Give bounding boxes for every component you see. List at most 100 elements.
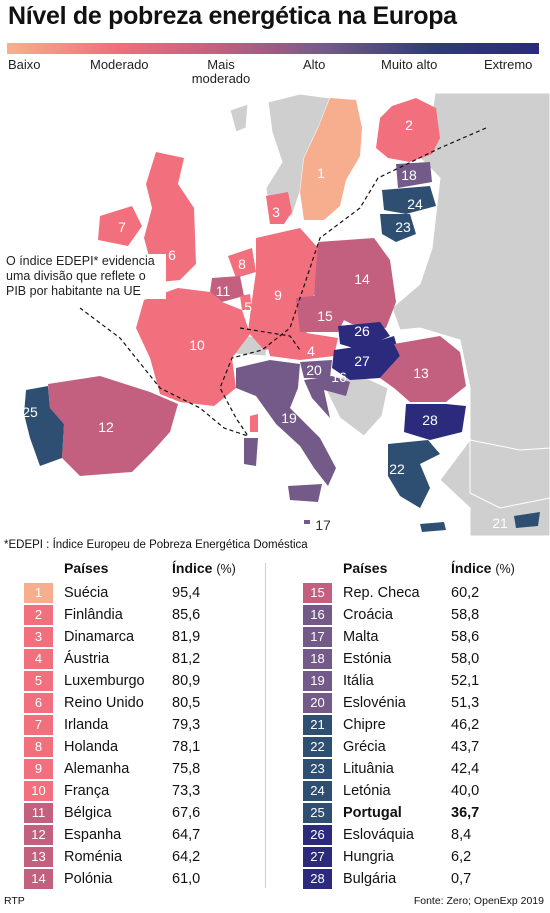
index-value: 75,8 — [172, 761, 201, 777]
map-label-15: 15 — [317, 308, 333, 324]
region-italy — [236, 360, 336, 486]
table-row: 16 Croácia 58,8 — [303, 605, 550, 626]
rank-badge: 4 — [24, 649, 53, 669]
table-row: 6 Reino Unido 80,5 — [24, 693, 274, 714]
map-label-10: 10 — [189, 337, 205, 353]
country-name: Suécia — [64, 585, 109, 601]
country-name: Finlândia — [64, 607, 123, 623]
table-divider — [265, 563, 266, 888]
divide-line-2 — [239, 327, 301, 351]
index-value: 95,4 — [172, 585, 201, 601]
region-austria — [266, 332, 338, 360]
index-value: 6,2 — [451, 849, 472, 865]
table-row: 3 Dinamarca 81,9 — [24, 627, 274, 648]
region-slovenia — [300, 360, 332, 378]
country-name: Croácia — [343, 607, 393, 623]
rank-badge: 26 — [303, 825, 332, 845]
region-bulgaria — [404, 404, 466, 440]
region-luxembourg — [240, 294, 252, 310]
table-row: 7 Irlanda 79,3 — [24, 715, 274, 736]
map-label-14: 14 — [354, 271, 370, 287]
index-value: 61,0 — [172, 871, 201, 887]
region-estonia — [396, 162, 432, 188]
country-name: Roménia — [64, 849, 123, 865]
region-malta — [304, 520, 310, 524]
country-name: Áustria — [64, 651, 110, 667]
map-label-1: 1 — [317, 165, 325, 181]
country-name: Lituânia — [343, 761, 394, 777]
map-label-16: 16 — [331, 369, 347, 385]
non-eu-land — [229, 92, 550, 536]
map-label-27: 27 — [354, 353, 370, 369]
index-value: 60,2 — [451, 585, 480, 601]
table-row: 9 Alemanha 75,8 — [24, 759, 274, 780]
rank-badge: 21 — [303, 715, 332, 735]
table-row: 5 Luxemburgo 80,9 — [24, 671, 274, 692]
map-label-21: 21 — [492, 515, 508, 531]
region-lithuania — [380, 214, 416, 242]
rank-badge: 11 — [24, 803, 53, 823]
table-row: 19 Itália 52,1 — [303, 671, 550, 692]
region-romania — [380, 336, 466, 402]
index-value: 52,1 — [451, 673, 480, 689]
header-index: Índice (%) — [172, 560, 236, 576]
country-name: França — [64, 783, 110, 799]
country-name: Grécia — [343, 739, 386, 755]
map-label-3: 3 — [272, 204, 280, 220]
country-name: Letónia — [343, 783, 391, 799]
index-value: 51,3 — [451, 695, 480, 711]
table-row: 21 Chipre 46,2 — [303, 715, 550, 736]
index-value: 80,9 — [172, 673, 201, 689]
rank-badge: 18 — [303, 649, 332, 669]
region-corsica — [250, 414, 258, 432]
map-label-23: 23 — [395, 219, 411, 235]
country-name: Itália — [343, 673, 374, 689]
map-label-20: 20 — [306, 362, 322, 378]
country-name: Eslovénia — [343, 695, 406, 711]
footnote: *EDEPI : Índice Europeu de Pobreza Energ… — [4, 539, 308, 551]
map-label-6: 6 — [168, 247, 176, 263]
map-label-12: 12 — [98, 419, 114, 435]
legend-label-more-moderate: Mais moderado — [191, 57, 251, 86]
map-label-2: 2 — [405, 117, 413, 133]
table-row: 8 Holanda 78,1 — [24, 737, 274, 758]
rank-badge: 17 — [303, 627, 332, 647]
header-countries: Países — [64, 560, 109, 576]
table-right: Países Índice (%) 15 Rep. Checa 60,2 16 Croá… — [303, 560, 548, 890]
rank-badge: 25 — [303, 803, 332, 823]
rank-badge: 24 — [303, 781, 332, 801]
rank-badge: 1 — [24, 583, 53, 603]
index-value: 42,4 — [451, 761, 480, 777]
table-row: 12 Espanha 64,7 — [24, 825, 274, 846]
region-denmark — [266, 192, 292, 224]
legend-label-low: Baixo — [8, 57, 41, 72]
index-value: 40,0 — [451, 783, 480, 799]
region-cyprus — [514, 512, 540, 528]
country-name: Bulgária — [343, 871, 397, 887]
rank-badge: 8 — [24, 737, 53, 757]
country-name: Hungria — [343, 849, 394, 865]
index-value: 46,2 — [451, 717, 480, 733]
index-value: 58,0 — [451, 651, 480, 667]
map-label-24: 24 — [407, 196, 423, 212]
map-label-7: 7 — [118, 219, 126, 235]
header-index: Índice (%) — [451, 560, 515, 576]
region-greece — [388, 440, 440, 508]
region-belgium — [210, 276, 244, 302]
index-value: 81,2 — [172, 651, 201, 667]
map-label-11: 11 — [216, 283, 231, 299]
index-value: 85,6 — [172, 607, 201, 623]
country-name: Dinamarca — [64, 629, 135, 645]
rank-badge: 19 — [303, 671, 332, 691]
table-row: 1 Suécia 95,4 — [24, 583, 274, 604]
region-sweden — [300, 98, 362, 220]
table-row: 18 Estónia 58,0 — [303, 649, 550, 670]
index-value: 8,4 — [451, 827, 472, 843]
rank-badge: 15 — [303, 583, 332, 603]
index-value: 58,6 — [451, 629, 480, 645]
table-row: 13 Roménia 64,2 — [24, 847, 274, 868]
credit: RTP — [4, 895, 25, 907]
rank-badge: 23 — [303, 759, 332, 779]
table-row: 4 Áustria 81,2 — [24, 649, 274, 670]
table-row: 27 Hungria 6,2 — [303, 847, 550, 868]
